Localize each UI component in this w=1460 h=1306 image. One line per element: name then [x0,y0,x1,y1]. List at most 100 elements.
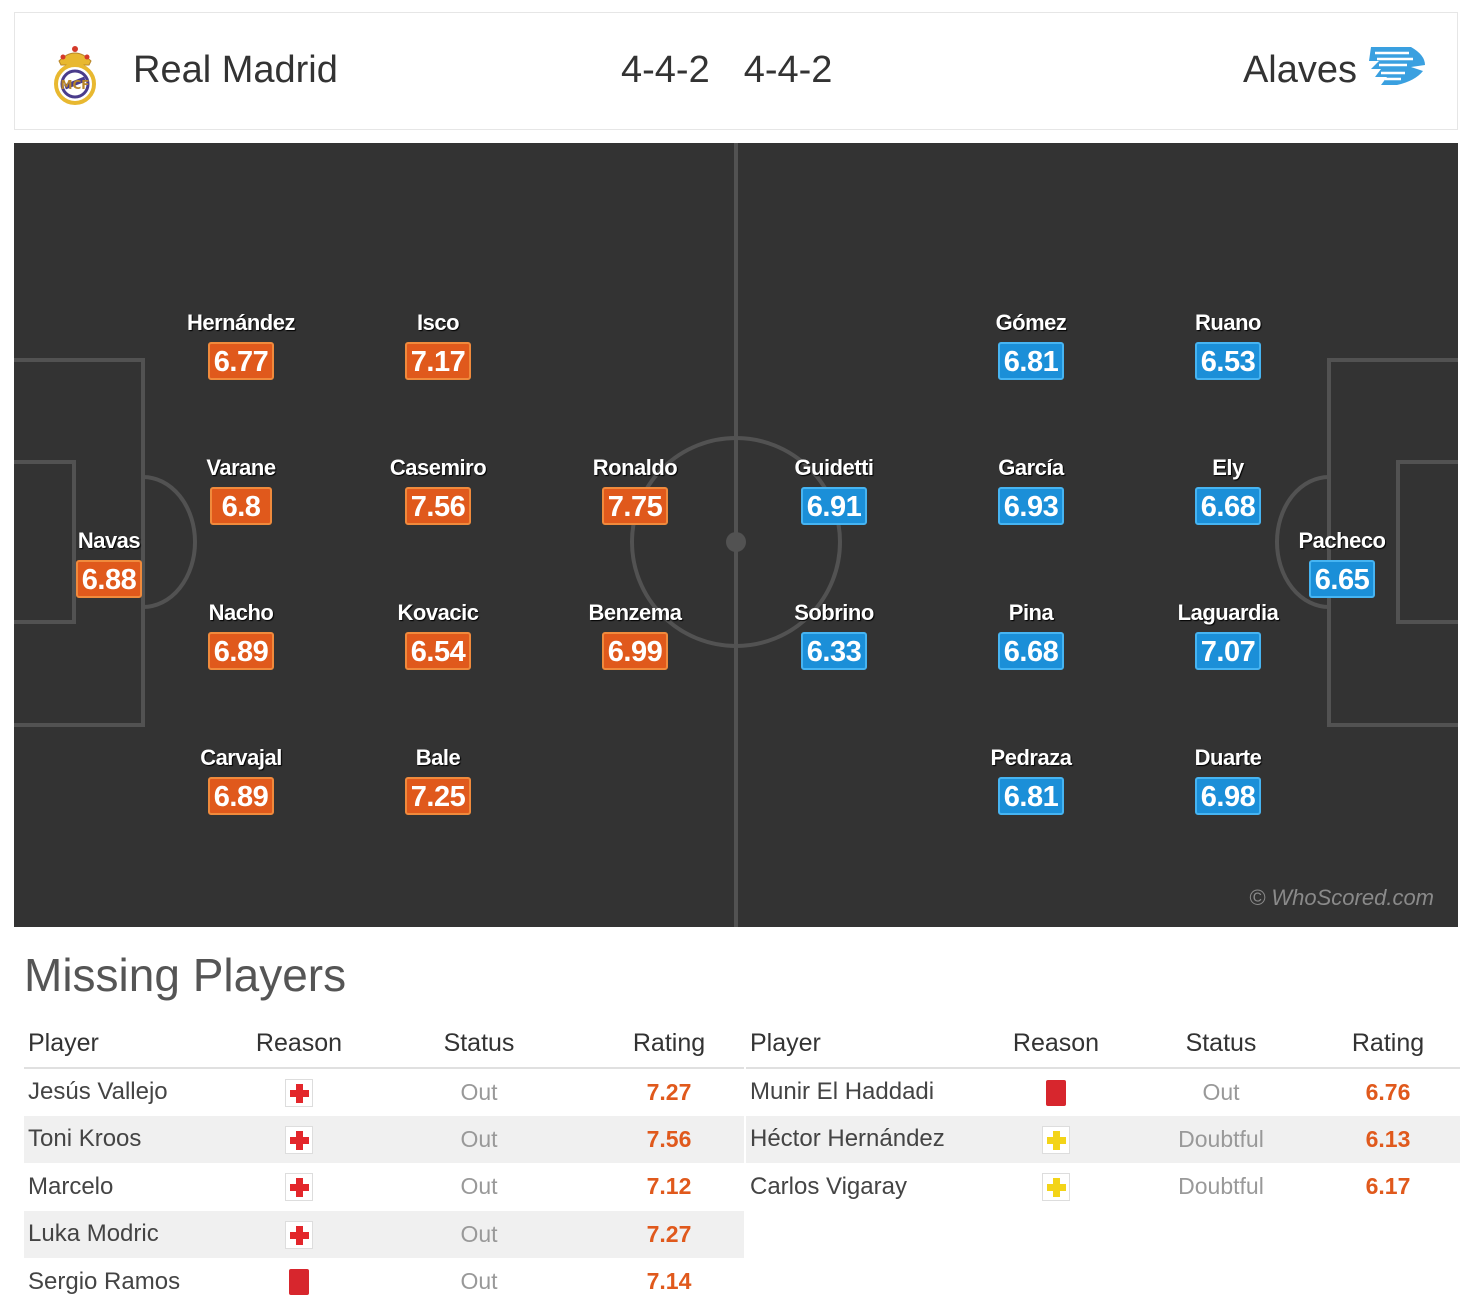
player-name: Carvajal [200,745,282,770]
player-laguardia[interactable]: Laguardia 7.07 [1153,600,1303,670]
reason-cell [234,1163,364,1211]
svg-text:MCF: MCF [61,78,90,92]
player-name: Kovacic [397,600,479,625]
away-team-name[interactable]: Alaves [1242,49,1357,91]
doubtful-icon[interactable] [1042,1173,1070,1202]
injury-icon[interactable] [285,1220,313,1249]
table-row: Héctor Hernández Doubtful 6.13 [746,1115,1460,1163]
player-varane[interactable]: Varane 6.8 [166,455,316,525]
injury-icon[interactable] [285,1125,313,1154]
home-team-name[interactable]: Real Madrid [133,49,338,91]
player-ronaldo[interactable]: Ronaldo 7.75 [560,455,710,525]
doubtful-icon[interactable] [1042,1125,1070,1154]
player-rating: 7.56 [404,487,472,525]
reason-cell [986,1163,1126,1211]
red-card-icon[interactable] [289,1269,309,1296]
table-header-row: Player Reason Status Rating [746,1020,1460,1069]
player-rating: 6.33 [800,632,868,670]
player-isco[interactable]: Isco 7.17 [363,310,513,380]
rating-cell: 6.17 [1365,1173,1411,1200]
table-row: Jesús Vallejo Out 7.27 [24,1068,744,1116]
player-garcia[interactable]: García 6.93 [956,455,1106,525]
column-header-reason[interactable]: Reason [234,1020,364,1069]
alaves-crest-icon[interactable] [1367,41,1427,89]
player-name: Laguardia [1177,600,1279,625]
player-duarte[interactable]: Duarte 6.98 [1153,745,1303,815]
missing-player-name[interactable]: Jesús Vallejo [28,1078,168,1106]
player-sobrino[interactable]: Sobrino 6.33 [759,600,909,670]
missing-player-name[interactable]: Munir El Haddadi [750,1078,935,1106]
player-name: Ronaldo [592,455,678,480]
player-name: Hernández [187,310,295,335]
table-row: Munir El Haddadi Out 6.76 [746,1068,1460,1116]
real-madrid-crest-icon[interactable]: MCF [49,39,101,105]
player-name: Bale [415,745,461,770]
rating-cell: 7.14 [646,1268,692,1295]
player-rating: 6.68 [997,632,1065,670]
player-rating: 6.93 [997,487,1065,525]
status-cell: Out [364,1115,594,1163]
player-carvajal[interactable]: Carvajal 6.89 [166,745,316,815]
player-name: Duarte [1194,745,1262,770]
status-cell: Out [1202,1078,1240,1105]
home-formation: 4-4-2 [621,49,710,91]
column-header-status[interactable]: Status [364,1020,594,1069]
player-name: García [998,455,1064,480]
column-header-status[interactable]: Status [1126,1020,1316,1069]
player-bale[interactable]: Bale 7.25 [363,745,513,815]
reason-cell [986,1068,1126,1116]
player-rating: 6.68 [1194,487,1262,525]
player-name: Isco [416,310,460,335]
away-missing-players-table: Player Reason Status Rating Munir El Had… [746,1020,1460,1211]
injury-icon[interactable] [285,1173,313,1202]
player-name: Guidetti [794,455,874,480]
player-name: Varane [206,455,276,480]
player-benzema[interactable]: Benzema 6.99 [560,600,710,670]
player-nacho[interactable]: Nacho 6.89 [166,600,316,670]
match-header: MCF Real Madrid 4-4-2 4-4-2 Alaves [14,12,1458,130]
missing-player-name[interactable]: Luka Modric [24,1210,234,1258]
player-rating: 6.98 [1194,777,1262,815]
column-header-rating[interactable]: Rating [1316,1020,1460,1069]
reason-cell [234,1115,364,1163]
reason-cell [234,1258,364,1306]
status-cell: Doubtful [1178,1173,1264,1200]
table-header-row: Player Reason Status Rating [24,1020,744,1069]
player-name: Nacho [208,600,274,625]
table-row: Marcelo Out 7.12 [24,1163,744,1211]
reason-cell [234,1210,364,1258]
player-casemiro[interactable]: Casemiro 7.56 [363,455,513,525]
missing-player-name[interactable]: Sergio Ramos [28,1267,181,1295]
missing-player-name[interactable]: Carlos Vigaray [750,1172,907,1200]
player-name: Navas [77,528,141,553]
column-header-reason[interactable]: Reason [986,1020,1126,1069]
player-pacheco[interactable]: Pacheco 6.65 [1267,528,1417,598]
player-ruano[interactable]: Ruano 6.53 [1153,310,1303,380]
player-gomez[interactable]: Gómez 6.81 [956,310,1106,380]
player-pedraza[interactable]: Pedraza 6.81 [956,745,1106,815]
missing-player-name[interactable]: Toni Kroos [24,1115,234,1163]
watermark: © WhoScored.com [1249,885,1434,910]
player-kovacic[interactable]: Kovacic 6.54 [363,600,513,670]
player-pina[interactable]: Pina 6.68 [956,600,1106,670]
rating-cell: 6.76 [1365,1078,1411,1105]
red-card-icon[interactable] [1046,1079,1066,1106]
missing-player-name[interactable]: Héctor Hernández [746,1115,986,1163]
player-ely[interactable]: Ely 6.68 [1153,455,1303,525]
player-name: Ruano [1195,310,1261,335]
missing-player-name[interactable]: Marcelo [28,1172,114,1200]
reason-cell [234,1068,364,1116]
column-header-rating[interactable]: Rating [594,1020,744,1069]
player-navas[interactable]: Navas 6.88 [34,528,184,598]
player-rating: 7.17 [404,342,472,380]
status-cell: Out [460,1078,498,1105]
column-header-player[interactable]: Player [746,1020,986,1069]
player-guidetti[interactable]: Guidetti 6.91 [759,455,909,525]
injury-icon[interactable] [285,1078,313,1107]
column-header-player[interactable]: Player [24,1020,234,1069]
table-row: Carlos Vigaray Doubtful 6.17 [746,1163,1460,1211]
player-hernandez[interactable]: Hernández 6.77 [166,310,316,380]
player-name: Pacheco [1298,528,1387,553]
formations: 4-4-2 4-4-2 [621,49,832,92]
player-rating: 6.54 [404,632,472,670]
